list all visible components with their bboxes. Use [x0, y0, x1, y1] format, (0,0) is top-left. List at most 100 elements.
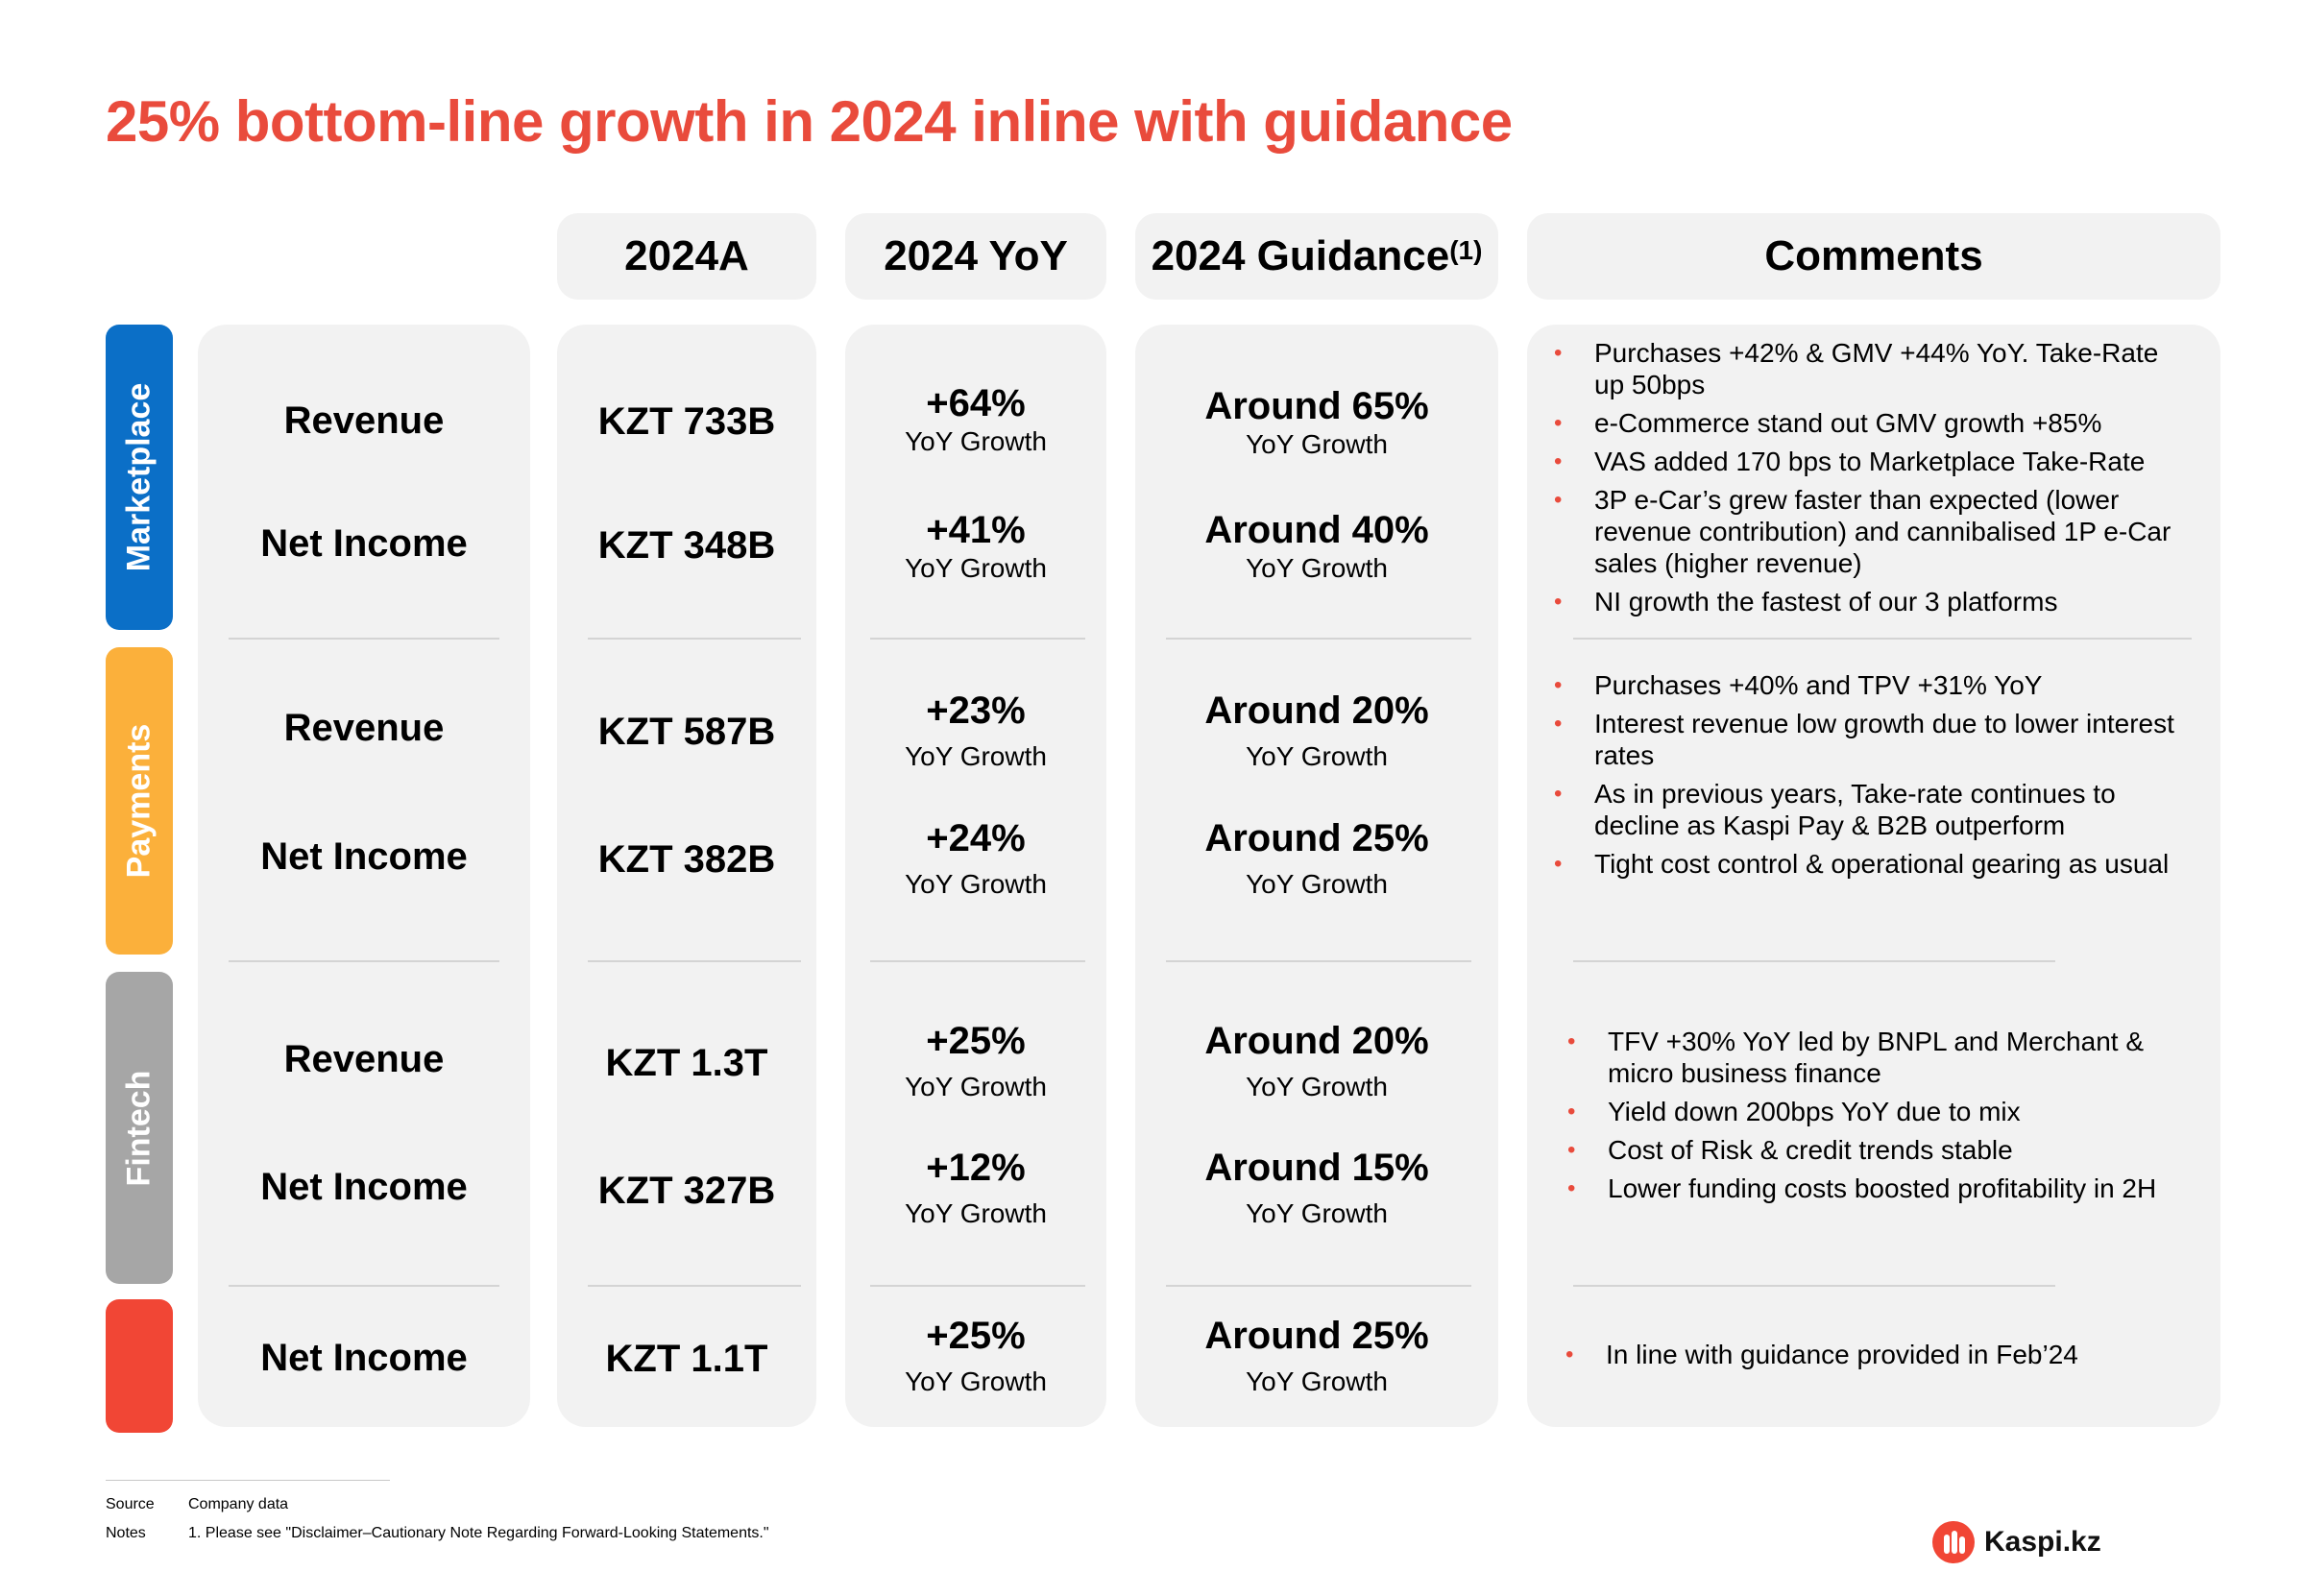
- metric-label: Revenue: [283, 707, 445, 749]
- metric-label: Net Income: [260, 835, 468, 878]
- bullet-icon: •: [1554, 340, 1563, 366]
- yoy-column: [845, 325, 1106, 1427]
- separator: [1166, 638, 1471, 640]
- yoy-cell: +24% YoY Growth: [845, 814, 1106, 903]
- footer-divider: [106, 1480, 390, 1481]
- guidance-cell: Around 25% YoY Growth: [1135, 1312, 1498, 1400]
- yoy-sublabel: YoY Growth: [905, 1198, 1047, 1228]
- actual-value: KZT 382B: [597, 838, 776, 881]
- separator: [588, 1285, 801, 1287]
- comment-item: • e-Commerce stand out GMV growth +85%: [1554, 407, 2188, 439]
- comment-text: TFV +30% YoY led by BNPL and Merchant & …: [1608, 1027, 2145, 1088]
- comments-payments: • Purchases +40% and TPV +31% YoY • Intere…: [1554, 669, 2188, 886]
- header-2024-guidance: 2024 Guidance (1): [1135, 213, 1498, 300]
- header-2024-yoy: 2024 YoY: [845, 213, 1106, 300]
- comment-text: Yield down 200bps YoY due to mix: [1608, 1097, 2021, 1126]
- comment-text: Purchases +40% and TPV +31% YoY: [1594, 670, 2043, 700]
- guidance-column: [1135, 325, 1498, 1427]
- header-2024-guidance-label: 2024 Guidance: [1151, 232, 1450, 279]
- yoy-value: +24%: [926, 817, 1026, 859]
- bullet-icon: •: [1565, 1342, 1574, 1367]
- guidance-value: Around 65%: [1204, 385, 1429, 427]
- segment-label-payments: Payments: [120, 723, 158, 879]
- guidance-cell: Around 20% YoY Growth: [1135, 1017, 1498, 1105]
- separator: [1166, 1285, 1471, 1287]
- yoy-cell: +12% YoY Growth: [845, 1144, 1106, 1232]
- yoy-sublabel: YoY Growth: [905, 1366, 1047, 1396]
- separator: [229, 1285, 499, 1287]
- comment-item: • Purchases +42% & GMV +44% YoY. Take-Rat…: [1554, 337, 2188, 400]
- bullet-icon: •: [1554, 448, 1563, 474]
- guidance-value: Around 40%: [1204, 509, 1429, 551]
- guidance-sublabel: YoY Growth: [1246, 869, 1388, 899]
- header-2024a: 2024A: [557, 213, 816, 300]
- guidance-value: Around 20%: [1204, 1020, 1429, 1062]
- comment-text: NI growth the fastest of our 3 platforms: [1594, 587, 2058, 617]
- comment-item: • Interest revenue low growth due to lowe…: [1554, 708, 2188, 771]
- comment-text: As in previous years, Take-rate continue…: [1594, 779, 2116, 840]
- kaspi-logo-text: Kaspi.kz: [1984, 1526, 2101, 1558]
- actual-value: KZT 327B: [597, 1170, 776, 1212]
- guidance-sublabel: YoY Growth: [1246, 429, 1388, 459]
- guidance-sublabel: YoY Growth: [1246, 1198, 1388, 1228]
- actual-value: KZT 733B: [597, 400, 776, 443]
- separator: [870, 1285, 1085, 1287]
- bullet-icon: •: [1567, 1028, 1576, 1054]
- notes-label: Notes: [106, 1525, 146, 1541]
- kaspi-logo: Kaspi.kz: [1932, 1521, 2101, 1563]
- guidance-sublabel: YoY Growth: [1246, 741, 1388, 771]
- comment-item: • 3P e-Car’s grew faster than expected (l…: [1554, 484, 2188, 579]
- metric-label: Revenue: [283, 1038, 445, 1080]
- guidance-sublabel: YoY Growth: [1246, 553, 1388, 583]
- yoy-cell: +25% YoY Growth: [845, 1312, 1106, 1400]
- comments-marketplace: • Purchases +42% & GMV +44% YoY. Take-Rat…: [1554, 337, 2188, 624]
- bullet-icon: •: [1554, 672, 1563, 698]
- comment-text: Interest revenue low growth due to lower…: [1594, 709, 2174, 770]
- separator: [588, 638, 801, 640]
- comment-item: • Lower funding costs boosted profitabili…: [1567, 1173, 2201, 1204]
- separator: [1573, 1285, 2055, 1287]
- metric-label: Net Income: [260, 522, 468, 565]
- comment-item: • TFV +30% YoY led by BNPL and Merchant &…: [1567, 1026, 2201, 1089]
- separator: [588, 960, 801, 962]
- yoy-sublabel: YoY Growth: [905, 1072, 1047, 1101]
- guidance-cell: Around 25% YoY Growth: [1135, 814, 1498, 903]
- header-2024a-label: 2024A: [624, 232, 749, 279]
- comment-item: • NI growth the fastest of our 3 platform…: [1554, 586, 2188, 617]
- guidance-cell: Around 40% YoY Growth: [1135, 506, 1498, 587]
- separator: [1573, 960, 2055, 962]
- comments-column: [1527, 325, 2220, 1427]
- metric-label: Net Income: [260, 1166, 468, 1208]
- segment-tab-total: [106, 1299, 173, 1433]
- bullet-icon: •: [1554, 711, 1563, 737]
- yoy-value: +23%: [926, 689, 1026, 732]
- comment-text: 3P e-Car’s grew faster than expected (lo…: [1594, 485, 2172, 578]
- comment-item: • In line with guidance provided in Feb’2…: [1565, 1339, 2199, 1370]
- separator: [1573, 638, 2192, 640]
- bullet-icon: •: [1554, 781, 1563, 807]
- bullet-icon: •: [1554, 410, 1563, 436]
- comment-item: • Yield down 200bps YoY due to mix: [1567, 1096, 2201, 1127]
- comment-text: In line with guidance provided in Feb’24: [1606, 1340, 2078, 1369]
- guidance-value: Around 25%: [1204, 1315, 1429, 1357]
- notes-text: 1. Please see "Disclaimer–Cautionary Not…: [188, 1525, 769, 1541]
- bullet-icon: •: [1554, 487, 1563, 513]
- guidance-sublabel: YoY Growth: [1246, 1366, 1388, 1396]
- comment-text: Tight cost control & operational gearing…: [1594, 849, 2170, 879]
- actual-value: KZT 587B: [597, 711, 776, 753]
- separator: [229, 960, 499, 962]
- yoy-sublabel: YoY Growth: [905, 741, 1047, 771]
- separator: [1166, 960, 1471, 962]
- comment-item: • Tight cost control & operational gearin…: [1554, 848, 2188, 880]
- yoy-sublabel: YoY Growth: [905, 426, 1047, 456]
- yoy-sublabel: YoY Growth: [905, 553, 1047, 583]
- yoy-sublabel: YoY Growth: [905, 869, 1047, 899]
- comment-text: Lower funding costs boosted profitabilit…: [1608, 1173, 2157, 1203]
- actual-value: KZT 348B: [597, 524, 776, 567]
- header-2024-yoy-label: 2024 YoY: [884, 232, 1068, 279]
- yoy-value: +25%: [926, 1020, 1026, 1062]
- comment-text: Cost of Risk & credit trends stable: [1608, 1135, 2013, 1165]
- actual-value: KZT 1.1T: [605, 1338, 768, 1380]
- guidance-value: Around 25%: [1204, 817, 1429, 859]
- comment-text: e-Commerce stand out GMV growth +85%: [1594, 408, 2102, 438]
